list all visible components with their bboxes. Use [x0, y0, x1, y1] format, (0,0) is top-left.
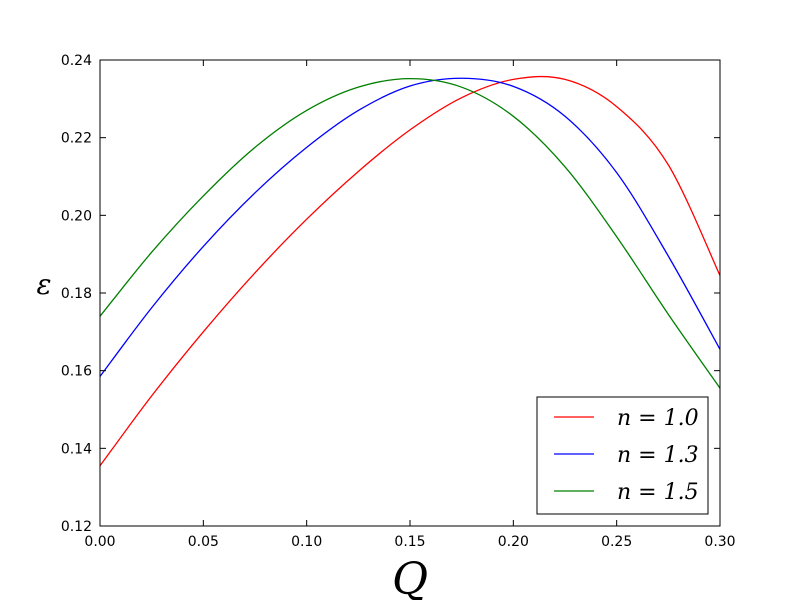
x-tick-label: 0.00: [84, 534, 115, 550]
x-tick-label: 0.30: [704, 534, 735, 550]
y-tick-label: 0.20: [61, 208, 92, 224]
y-tick-label: 0.24: [61, 53, 92, 69]
series-line-0: [99, 75, 721, 467]
plot-content: [99, 75, 721, 467]
legend-label-0: n = 1.0: [617, 406, 699, 431]
x-tick-label: 0.05: [188, 534, 219, 550]
y-tick-label: 0.14: [61, 441, 92, 457]
series-line-2: [99, 77, 721, 389]
y-tick-label: 0.12: [61, 519, 92, 535]
legend-label-2: n = 1.5: [617, 480, 699, 505]
x-tick-label: 0.20: [498, 534, 529, 550]
axis-ticks: 0.00 0.05 0.10 0.15 0.20 0.25 0.30 0.12 0.14 0.16…: [61, 53, 736, 550]
y-tick-label: 0.16: [61, 364, 92, 380]
x-axis-label: Q: [392, 554, 428, 600]
x-tick-label: 0.15: [394, 534, 425, 550]
x-tick-label: 0.25: [601, 534, 632, 550]
y-tick-label: 0.22: [61, 131, 92, 147]
legend: n = 1.0 n = 1.3 n = 1.5: [536, 396, 709, 515]
y-axis-label: ε: [36, 268, 51, 301]
series-line-1: [99, 77, 721, 377]
legend-label-1: n = 1.3: [617, 443, 699, 468]
y-tick-label: 0.18: [61, 286, 92, 302]
x-tick-label: 0.10: [291, 534, 322, 550]
